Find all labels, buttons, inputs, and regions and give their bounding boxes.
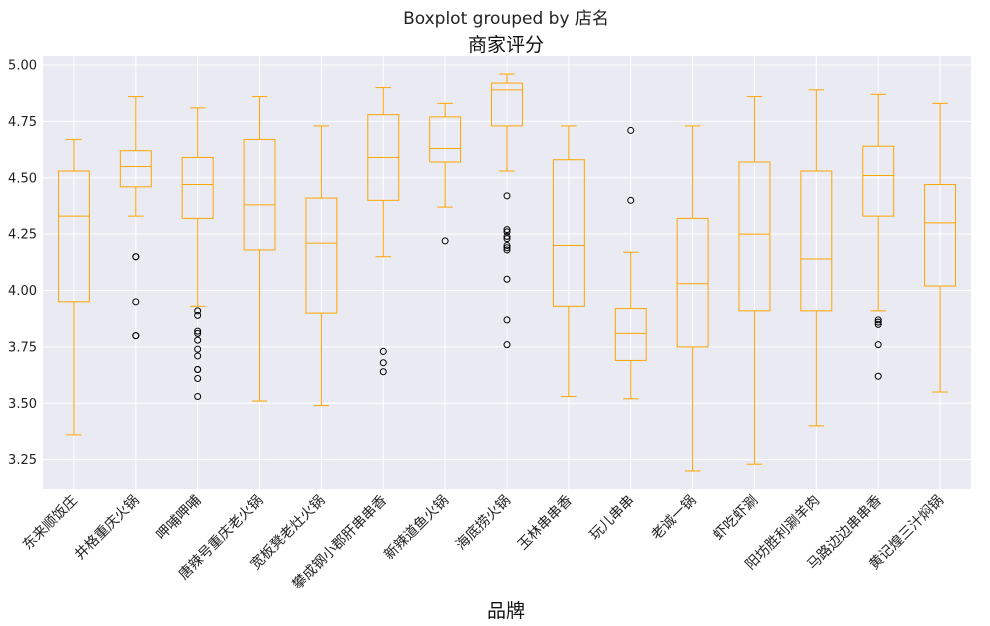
- x-tick-label: 玉林串串香: [515, 493, 576, 554]
- y-tick-label: 3.75: [8, 340, 37, 355]
- y-tick-label: 4.50: [8, 171, 37, 186]
- x-tick-label: 东来顺饭庄: [19, 492, 81, 554]
- x-axis-label: 品牌: [487, 600, 525, 622]
- x-tick-label: 井格重庆火锅: [72, 493, 143, 564]
- y-tick-label: 4.00: [8, 284, 37, 299]
- x-tick-label: 虾吃虾涮: [710, 493, 761, 544]
- x-tick-label: 老诚一锅: [649, 493, 700, 544]
- y-tick-label: 4.25: [8, 228, 37, 243]
- x-tick-label: 呷哺呷哺: [154, 493, 205, 544]
- y-tick-label: 5.00: [8, 59, 37, 74]
- x-tick-label: 玩儿串串: [587, 493, 638, 544]
- chart-suptitle: Boxplot grouped by 店名: [403, 9, 609, 29]
- y-axis-ticks: 3.25 3.50 3.75 4.00 4.25 4.50 4.75 5.00: [8, 59, 37, 469]
- x-tick-label: 海底捞火锅: [453, 493, 514, 554]
- y-tick-label: 3.25: [8, 453, 37, 468]
- y-tick-label: 4.75: [8, 115, 37, 130]
- x-tick-label: 新辣道鱼火锅: [381, 492, 452, 563]
- chart-title: 商家评分: [468, 34, 544, 56]
- y-tick-label: 3.50: [8, 397, 37, 412]
